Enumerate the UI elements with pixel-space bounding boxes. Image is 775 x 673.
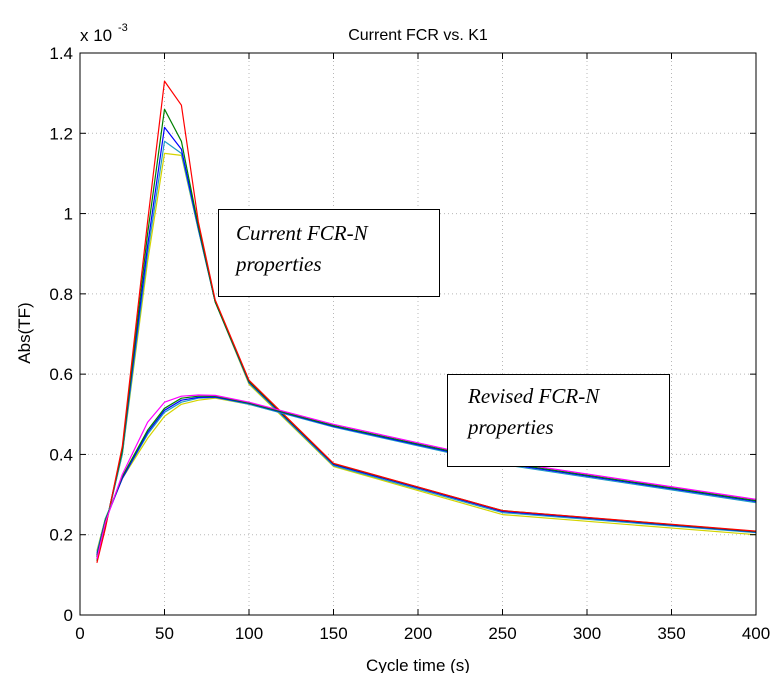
series-line-current-4 [96,80,757,563]
grid [79,52,757,616]
series-line-current-1 [96,140,757,557]
annotation-current-fcr-n: Current FCR-N properties [218,209,440,297]
y-axis-label: Abs(TF) [15,302,34,363]
series-layer [96,80,757,563]
x-tick-label: 400 [742,624,770,643]
series-line-revised-9 [96,394,757,559]
y-tick-label: 1.2 [49,124,73,143]
y-tick-label: 1.4 [49,44,73,63]
y-tick-label: 0.2 [49,526,73,545]
x-tick-label: 50 [155,624,174,643]
y-tick-label: 0.4 [49,445,73,464]
x-tick-label: 200 [404,624,432,643]
x-tick-label: 100 [235,624,263,643]
x-axis-label: Cycle time (s) [366,656,470,673]
annotation-revised-line-2: properties [468,415,554,439]
x-tick-label: 350 [657,624,685,643]
ticks: 0 50 100 150 200 250 300 350 400 0 0.2 0.4 0.6 0.8 1 1.… [49,44,770,643]
x-tick-label: 0 [75,624,84,643]
annotation-current-line-1: Current FCR-N [236,221,368,245]
x-tick-label: 300 [573,624,601,643]
x-tick-label: 250 [488,624,516,643]
annotation-revised-line-1: Revised FCR-N [468,384,600,408]
x-tick-label: 150 [319,624,347,643]
y-tick-label: 0.6 [49,365,73,384]
y-tick-label: 0.8 [49,285,73,304]
y-tick-label: 0 [64,606,73,625]
annotation-current-line-2: properties [236,252,322,276]
series-line-current-2 [96,126,757,559]
exponent-label: x 10 [80,26,112,45]
chart-title: Current FCR vs. K1 [348,27,488,44]
annotation-revised-fcr-n: Revised FCR-N properties [447,374,670,467]
exponent-power: -3 [118,22,128,34]
y-tick-label: 1 [64,205,73,224]
